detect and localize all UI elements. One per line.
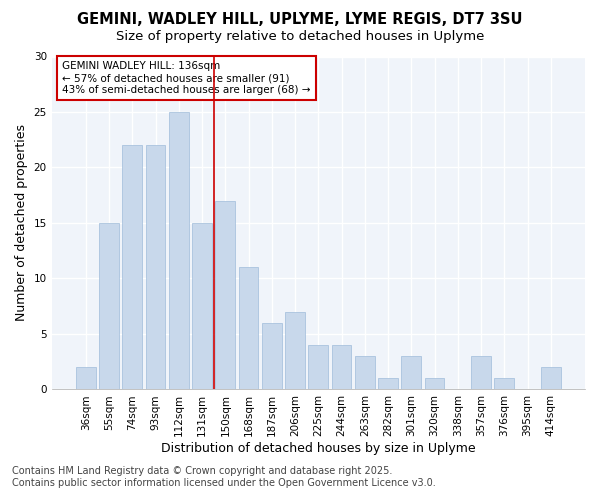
Bar — [355, 356, 375, 390]
Text: GEMINI, WADLEY HILL, UPLYME, LYME REGIS, DT7 3SU: GEMINI, WADLEY HILL, UPLYME, LYME REGIS,… — [77, 12, 523, 28]
Bar — [332, 345, 352, 390]
Bar — [262, 323, 282, 390]
Bar — [146, 146, 166, 390]
Bar — [425, 378, 445, 390]
Bar — [401, 356, 421, 390]
Bar — [122, 146, 142, 390]
Bar — [99, 223, 119, 390]
Bar — [471, 356, 491, 390]
Bar — [378, 378, 398, 390]
Bar — [494, 378, 514, 390]
Bar — [192, 223, 212, 390]
X-axis label: Distribution of detached houses by size in Uplyme: Distribution of detached houses by size … — [161, 442, 476, 455]
Text: Size of property relative to detached houses in Uplyme: Size of property relative to detached ho… — [116, 30, 484, 43]
Bar — [541, 368, 561, 390]
Bar — [76, 368, 95, 390]
Text: GEMINI WADLEY HILL: 136sqm
← 57% of detached houses are smaller (91)
43% of semi: GEMINI WADLEY HILL: 136sqm ← 57% of deta… — [62, 62, 311, 94]
Bar — [239, 268, 259, 390]
Bar — [308, 345, 328, 390]
Bar — [285, 312, 305, 390]
Bar — [215, 201, 235, 390]
Y-axis label: Number of detached properties: Number of detached properties — [15, 124, 28, 322]
Bar — [169, 112, 188, 390]
Text: Contains HM Land Registry data © Crown copyright and database right 2025.
Contai: Contains HM Land Registry data © Crown c… — [12, 466, 436, 487]
